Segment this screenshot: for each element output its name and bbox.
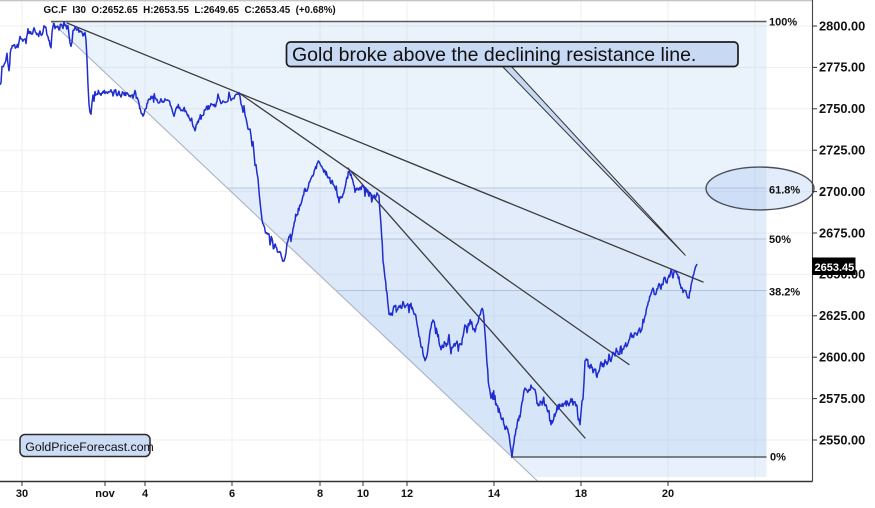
svg-text:10: 10 [357, 488, 369, 500]
svg-text:50%: 50% [769, 234, 791, 246]
svg-text:2775.00: 2775.00 [819, 60, 865, 75]
svg-text:0%: 0% [770, 452, 786, 464]
svg-text:2600.00: 2600.00 [819, 350, 865, 365]
svg-text:20: 20 [662, 488, 674, 500]
svg-text:Gold broke above the declining: Gold broke above the declining resistanc… [292, 44, 696, 66]
svg-text:2550.00: 2550.00 [819, 432, 865, 447]
svg-text:6: 6 [229, 488, 235, 500]
svg-text:nov: nov [95, 488, 115, 500]
svg-text:8: 8 [317, 488, 323, 500]
svg-text:2800.00: 2800.00 [819, 18, 865, 33]
svg-text:2700.00: 2700.00 [819, 184, 865, 199]
svg-text:14: 14 [488, 488, 501, 500]
svg-text:2625.00: 2625.00 [819, 308, 865, 323]
svg-text:18: 18 [575, 488, 587, 500]
svg-text:GoldPriceForecast.com: GoldPriceForecast.com [25, 440, 153, 454]
svg-text:2750.00: 2750.00 [819, 101, 865, 116]
svg-text:12: 12 [401, 488, 413, 500]
svg-text:2675.00: 2675.00 [819, 225, 865, 240]
svg-text:2575.00: 2575.00 [819, 391, 865, 406]
svg-text:100%: 100% [769, 17, 797, 29]
svg-text:30: 30 [16, 488, 28, 500]
svg-text:4: 4 [142, 488, 149, 500]
svg-text:38.2%: 38.2% [769, 287, 800, 299]
svg-text:GC.F I30 O:2652.65 H:2653.5: GC.F I30 O:2652.65 H:2653.55 L:2649.65 C… [44, 5, 336, 16]
svg-text:2653.45: 2653.45 [815, 262, 855, 274]
svg-text:61.8%: 61.8% [769, 185, 800, 197]
svg-text:2725.00: 2725.00 [819, 143, 865, 158]
